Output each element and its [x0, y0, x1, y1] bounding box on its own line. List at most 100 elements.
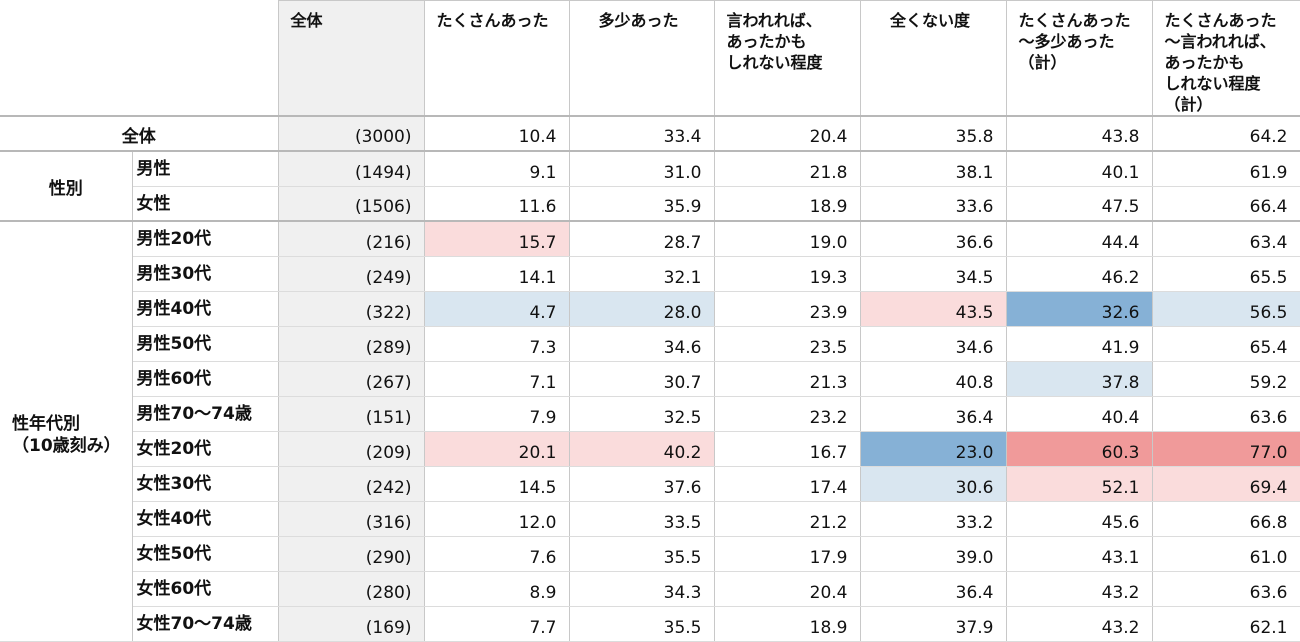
cell-highlight: 30.6 — [860, 466, 1007, 502]
cell: 40.1 — [1006, 150, 1153, 187]
cell: 18.9 — [714, 186, 861, 222]
header-c4: 全くない度 — [860, 0, 1007, 116]
header-n: 全体 — [278, 0, 425, 116]
cell: 61.9 — [1152, 150, 1300, 187]
table-row: 女性 (1506) 11.6 35.9 18.9 33.6 47.5 66.4 — [0, 186, 1300, 222]
cell: 36.6 — [860, 220, 1007, 257]
cell: 14.1 — [424, 256, 570, 292]
cell-n: (242) — [278, 466, 425, 502]
cell: 39.0 — [860, 536, 1007, 572]
cell: 30.7 — [569, 361, 715, 397]
header-row: 全体 たくさんあった 多少あった 言われれば、 あったかも しれない程度 全くな… — [0, 0, 1300, 116]
cell: 34.6 — [860, 326, 1007, 362]
cell-highlight: 40.2 — [569, 431, 715, 467]
cell: 65.5 — [1152, 256, 1300, 292]
row-label: 全体 — [0, 115, 279, 152]
row-label: 女性40代 — [132, 501, 279, 537]
cell: 8.9 — [424, 571, 570, 607]
cell: 11.6 — [424, 186, 570, 222]
cell: 63.4 — [1152, 220, 1300, 257]
table-row: 女性30代 (242) 14.5 37.6 17.4 30.6 52.1 69.… — [0, 466, 1300, 502]
table-row: 性別 男性 (1494) 9.1 31.0 21.8 38.1 40.1 61.… — [0, 150, 1300, 222]
cell: 19.0 — [714, 220, 861, 257]
cell: 35.5 — [569, 536, 715, 572]
cell: 34.3 — [569, 571, 715, 607]
cell: 61.0 — [1152, 536, 1300, 572]
cell: 33.6 — [860, 186, 1007, 222]
cell: 10.4 — [424, 115, 570, 152]
cell: 34.6 — [569, 326, 715, 362]
cell: 32.5 — [569, 396, 715, 432]
cell-n: (289) — [278, 326, 425, 362]
table-row: 性年代別 （10歳刻み） 男性20代 (216) 15.7 28.7 19.0 … — [0, 220, 1300, 642]
cell: 23.5 — [714, 326, 861, 362]
cell: 63.6 — [1152, 571, 1300, 607]
cell: 23.2 — [714, 396, 861, 432]
cell: 66.8 — [1152, 501, 1300, 537]
cell: 41.9 — [1006, 326, 1153, 362]
cell: 37.6 — [569, 466, 715, 502]
row-label: 男性30代 — [132, 256, 279, 292]
cell: 38.1 — [860, 150, 1007, 187]
cell: 47.5 — [1006, 186, 1153, 222]
cell: 7.3 — [424, 326, 570, 362]
cell-highlight: 43.5 — [860, 291, 1007, 327]
cell-highlight: 28.0 — [569, 291, 715, 327]
cell-highlight: 60.3 — [1006, 431, 1153, 467]
cell-n: (290) — [278, 536, 425, 572]
table-row-total: 全体 (3000) 10.4 33.4 20.4 35.8 43.8 64.2 — [0, 115, 1300, 152]
cell-n: (151) — [278, 396, 425, 432]
cell: 59.2 — [1152, 361, 1300, 397]
cell: 31.0 — [569, 150, 715, 187]
cell: 44.4 — [1006, 220, 1153, 257]
cell-n: (209) — [278, 431, 425, 467]
cell-highlight: 4.7 — [424, 291, 570, 327]
cell: 14.5 — [424, 466, 570, 502]
cell: 33.5 — [569, 501, 715, 537]
cell: 33.2 — [860, 501, 1007, 537]
cell: 43.2 — [1006, 571, 1153, 607]
table-row: 女性50代 (290) 7.6 35.5 17.9 39.0 43.1 61.0 — [0, 536, 1300, 572]
cell-highlight: 37.8 — [1006, 361, 1153, 397]
cell-n: (3000) — [278, 115, 425, 152]
cell: 33.4 — [569, 115, 715, 152]
header-c1: たくさんあった — [424, 0, 570, 116]
cell: 21.3 — [714, 361, 861, 397]
group-label-gender: 性別 — [0, 150, 133, 222]
cell-n: (322) — [278, 291, 425, 327]
cell: 32.1 — [569, 256, 715, 292]
cell: 65.4 — [1152, 326, 1300, 362]
cell: 46.2 — [1006, 256, 1153, 292]
cell-highlight: 23.0 — [860, 431, 1007, 467]
cell: 7.1 — [424, 361, 570, 397]
cell: 21.8 — [714, 150, 861, 187]
cell-n: (267) — [278, 361, 425, 397]
cell-n: (316) — [278, 501, 425, 537]
cell-n: (249) — [278, 256, 425, 292]
header-c3: 言われれば、 あったかも しれない程度 — [714, 0, 861, 116]
cell: 35.8 — [860, 115, 1007, 152]
row-label: 女性60代 — [132, 571, 279, 607]
cell-highlight: 20.1 — [424, 431, 570, 467]
table-row: 女性20代 (209) 20.1 40.2 16.7 23.0 60.3 77.… — [0, 431, 1300, 467]
cell: 34.5 — [860, 256, 1007, 292]
cell: 40.8 — [860, 361, 1007, 397]
cell: 43.8 — [1006, 115, 1153, 152]
group-label-age: 性年代別 （10歳刻み） — [0, 220, 133, 642]
header-blank — [0, 0, 279, 116]
cell: 23.9 — [714, 291, 861, 327]
cell: 20.4 — [714, 115, 861, 152]
header-c6: たくさんあった ～言われれば、 あったかも しれない程度（計） — [1152, 0, 1300, 116]
row-label: 男性40代 — [132, 291, 279, 327]
cell: 64.2 — [1152, 115, 1300, 152]
row-label: 男性60代 — [132, 361, 279, 397]
cell-n: (280) — [278, 571, 425, 607]
cell: 7.9 — [424, 396, 570, 432]
cell-highlight: 52.1 — [1006, 466, 1153, 502]
cell-n: (1494) — [278, 150, 425, 187]
table-row: 男性70～74歳 (151) 7.9 32.5 23.2 36.4 40.4 6… — [0, 396, 1300, 432]
cell: 40.4 — [1006, 396, 1153, 432]
cell: 9.1 — [424, 150, 570, 187]
table-row: 男性50代 (289) 7.3 34.6 23.5 34.6 41.9 65.4 — [0, 326, 1300, 362]
